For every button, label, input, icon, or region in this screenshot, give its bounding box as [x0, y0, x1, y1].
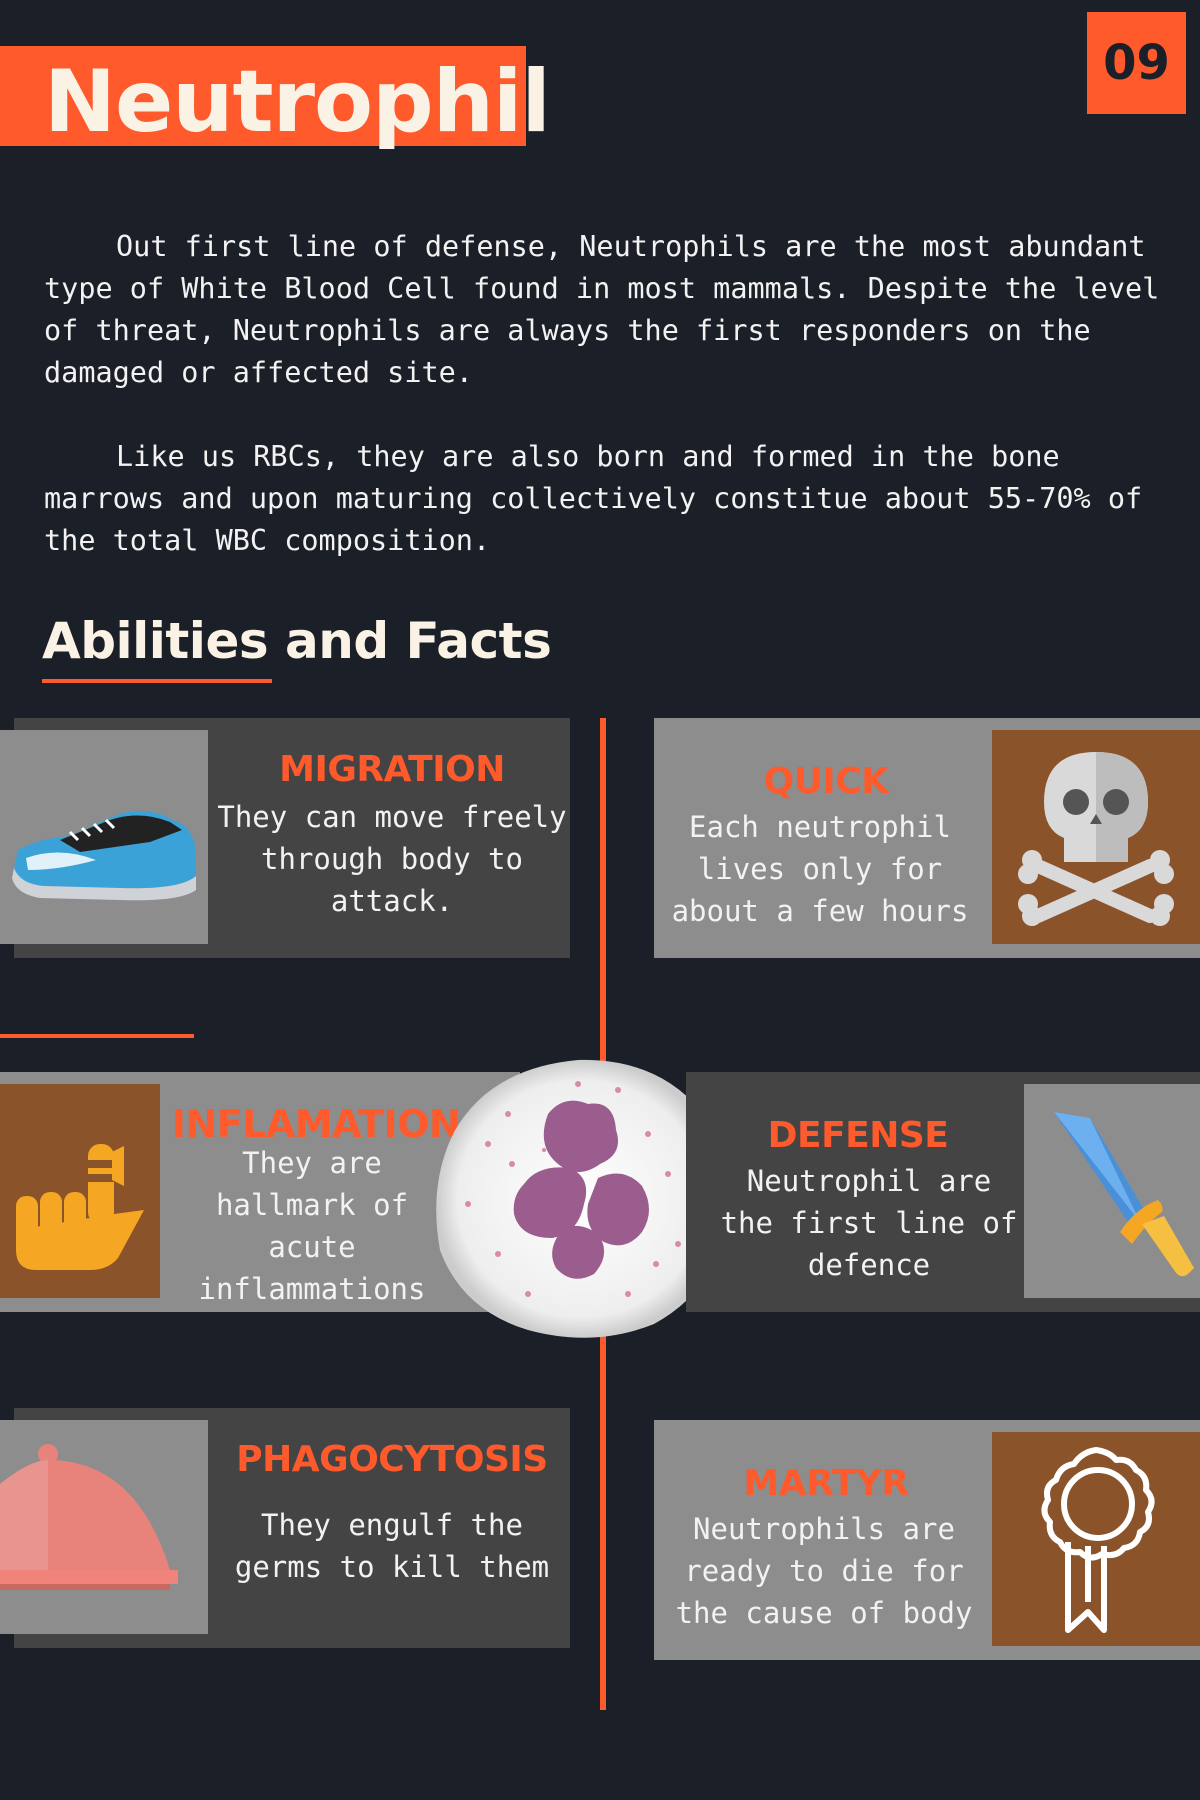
neutrophil-cell-image [436, 1059, 726, 1338]
card-title: QUICK [763, 761, 889, 802]
card-description: They engulf the germs to kill them [234, 1508, 550, 1584]
page-number-badge: 09 [1087, 12, 1186, 114]
card-description: Neutrophils are ready to die for the cau… [675, 1512, 973, 1630]
card-description: They are hallmark of acute inflammations [198, 1146, 426, 1306]
heading-underline [42, 679, 272, 683]
card-description: Each neutrophil lives only for about a f… [671, 810, 969, 928]
icon-panel [992, 1432, 1200, 1646]
card-title: INFLAMATION [171, 1102, 461, 1146]
card-description: They can move freely through body to att… [217, 800, 567, 918]
card-description: Neutrophil are the first line of defence [720, 1164, 1018, 1282]
intro-paragraph: Out first line of defense, Neutrophils a… [44, 230, 1160, 389]
side-divider [0, 1034, 194, 1038]
intro-paragraph: Like us RBCs, they are also born and for… [44, 440, 1143, 557]
card-title: PHAGOCYTOSIS [236, 1439, 548, 1480]
card-title: MIGRATION [279, 749, 505, 790]
icon-panel [1024, 1084, 1200, 1298]
sneaker-icon [12, 810, 196, 901]
award-ribbon-icon [1041, 1447, 1155, 1633]
page-title: Neutrophil [44, 52, 551, 152]
title-banner [0, 46, 526, 146]
icon-panel [0, 1084, 160, 1298]
card-title: DEFENSE [767, 1115, 949, 1156]
card-title: MARTYR [743, 1463, 909, 1504]
sword-icon [1054, 1112, 1194, 1277]
bandaged-finger-icon [16, 1144, 144, 1270]
skull-crossbones-icon [1018, 752, 1174, 926]
icon-panel [992, 730, 1200, 944]
icon-panel [0, 1420, 208, 1634]
food-cloche-icon [0, 1444, 178, 1590]
section-heading: Abilities and Facts [42, 612, 552, 670]
intro-text: Out first line of defense, Neutrophils a… [44, 226, 1174, 604]
icon-panel [0, 730, 208, 944]
